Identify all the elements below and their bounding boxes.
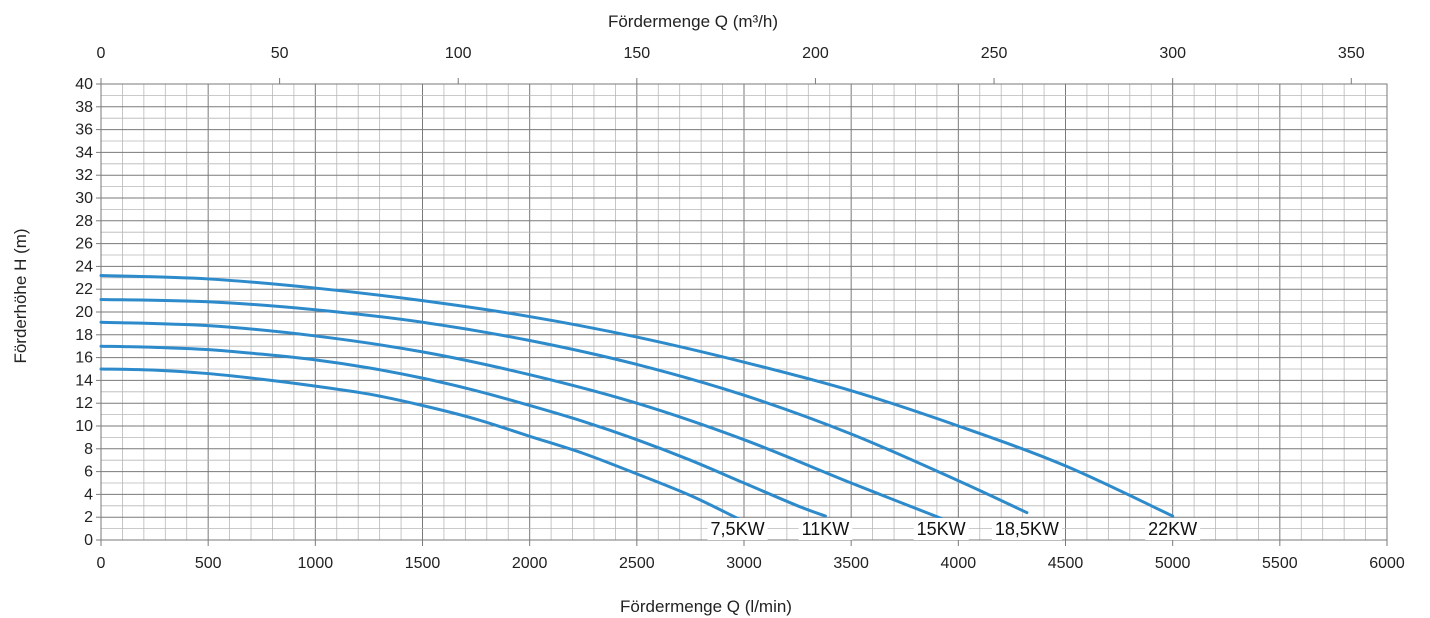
series-curves — [99, 274, 1175, 520]
series-label-background — [913, 518, 969, 540]
x-tick-label: 3500 — [833, 555, 869, 572]
grid — [100, 83, 1388, 541]
series-line — [99, 344, 827, 518]
y-tick-label: 30 — [75, 190, 93, 207]
x-tick-label: 4000 — [941, 555, 977, 572]
series-label: 7,5KW — [707, 518, 768, 540]
x-tick-label: 5500 — [1262, 555, 1298, 572]
x-tick-label: 1500 — [405, 555, 441, 572]
y-tick-label: 4 — [84, 486, 93, 503]
x-tick-label: 6000 — [1369, 555, 1405, 572]
series-line — [99, 297, 1029, 515]
series-label-text: 7,5KW — [711, 519, 765, 539]
x-tick-label: 4500 — [1048, 555, 1084, 572]
x2-tick-label: 250 — [981, 45, 1008, 62]
y-tick-label: 36 — [75, 122, 93, 139]
series-line — [99, 274, 1175, 518]
y-tick-label: 28 — [75, 213, 93, 230]
x2-tick-label: 150 — [623, 45, 650, 62]
y-tick-label: 20 — [75, 304, 93, 321]
series-label-text: 18,5KW — [995, 519, 1059, 539]
x-axis-top: 0 50 100 150 200 250 300 350 — [97, 45, 1365, 84]
y-tick-label: 16 — [75, 350, 93, 367]
x-tick-label: 3000 — [726, 555, 762, 572]
x2-axis-title: Fördermenge Q (m³/h) — [608, 12, 778, 31]
x2-tick-label: 50 — [271, 45, 289, 62]
y-tick-label: 34 — [75, 144, 93, 161]
series-label: 11KW — [798, 518, 853, 540]
y-tick-label: 12 — [75, 395, 93, 412]
x2-tick-label: 300 — [1159, 45, 1186, 62]
x2-tick-label: 350 — [1338, 45, 1365, 62]
y-tick-label: 40 — [75, 76, 93, 93]
y-tick-label: 22 — [75, 281, 93, 298]
x-tick-label: 2000 — [512, 555, 548, 572]
y-tick-label: 6 — [84, 464, 93, 481]
series-label-background — [991, 518, 1062, 540]
series-line — [99, 320, 943, 520]
series-label-background — [707, 518, 768, 540]
x-tick-label: 5000 — [1155, 555, 1191, 572]
y-tick-label: 0 — [84, 532, 93, 549]
y-tick-label: 10 — [75, 418, 93, 435]
x-tick-label: 1000 — [298, 555, 334, 572]
x-tick-label: 0 — [97, 555, 106, 572]
series-label-text: 11KW — [802, 519, 850, 539]
x-tick-label: 500 — [195, 555, 222, 572]
x2-tick-label: 0 — [97, 45, 106, 62]
series-label-background — [1145, 518, 1201, 540]
x-axis-bottom: 0 500 1000 1500 2000 2500 3000 3500 4000 4500 5000… — [97, 540, 1405, 572]
y-tick-label: 8 — [84, 441, 93, 458]
y-tick-label: 14 — [75, 372, 93, 389]
y-tick-label: 26 — [75, 236, 93, 253]
series-label: 22KW — [1145, 518, 1201, 540]
x2-tick-label: 100 — [445, 45, 472, 62]
y-tick-label: 38 — [75, 99, 93, 116]
series-label: 18,5KW — [991, 518, 1062, 540]
y-tick-label: 18 — [75, 327, 93, 344]
series-line — [99, 367, 740, 520]
x2-tick-label: 200 — [802, 45, 829, 62]
series-label-background — [798, 518, 853, 540]
series-label-text: 15KW — [917, 519, 966, 539]
y-axis-title: Förderhöhe H (m) — [11, 228, 30, 363]
x-axis-title: Fördermenge Q (l/min) — [620, 597, 792, 616]
series-labels: 7,5KW 11KW 15KW 18,5KW 22KW — [707, 518, 1201, 540]
x-tick-label: 2500 — [619, 555, 655, 572]
series-label: 15KW — [913, 518, 969, 540]
y-tick-label: 2 — [84, 509, 93, 526]
series-label-text: 22KW — [1148, 519, 1197, 539]
y-tick-label: 24 — [75, 258, 93, 275]
y-tick-label: 32 — [75, 167, 93, 184]
